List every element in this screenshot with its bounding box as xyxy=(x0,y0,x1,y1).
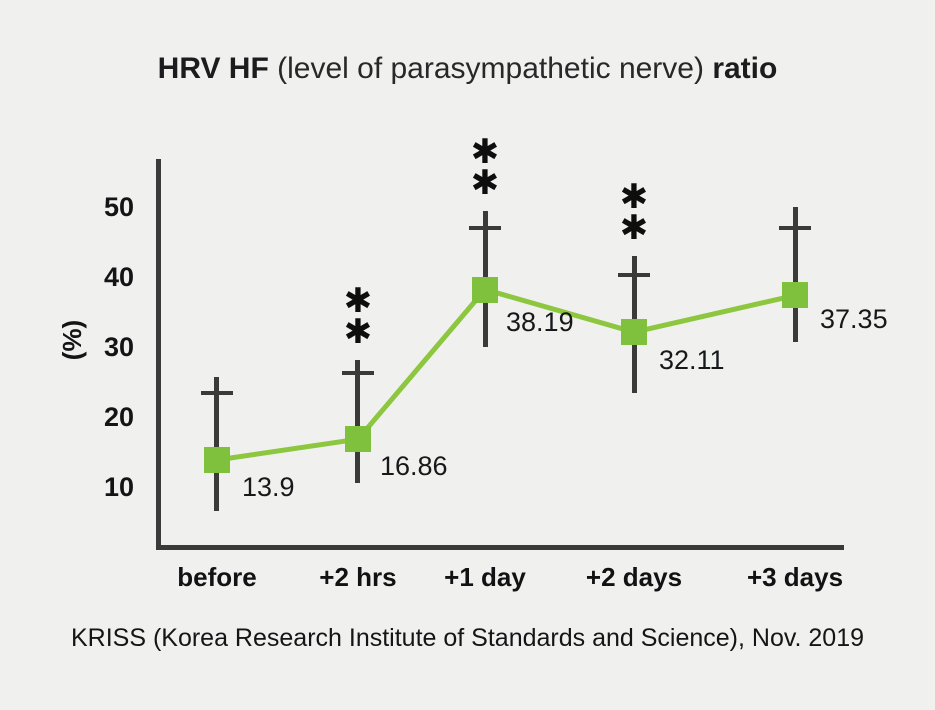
asterisk-icon: ✱ xyxy=(619,208,649,247)
value-label: 38.19 xyxy=(506,306,574,337)
asterisk-icon: ✱ xyxy=(619,177,649,216)
x-axis-label: +1 day xyxy=(444,562,526,592)
error-bar-cap xyxy=(779,225,812,230)
error-bar-line xyxy=(214,377,220,512)
error-bar-line xyxy=(355,359,361,484)
significance-marks: ✱ ✱ xyxy=(460,132,510,202)
x-axis-label: before xyxy=(177,562,257,592)
data-point-marker xyxy=(472,276,499,303)
value-label: 16.86 xyxy=(379,451,448,482)
source-caption: KRISS (Korea Research Institute of Stand… xyxy=(70,624,865,652)
x-axis-line xyxy=(156,545,844,550)
x-axis-label: +3 days xyxy=(746,562,844,592)
asterisk-icon: ✱ xyxy=(470,132,500,171)
data-point-marker xyxy=(621,319,647,346)
error-bar-cap xyxy=(200,390,233,395)
error-bar-cap xyxy=(469,226,502,231)
y-tick-label: 20 xyxy=(103,402,134,433)
y-tick-label: 10 xyxy=(103,472,134,503)
chart-title: HRV HF (level of parasympathetic nerve) … xyxy=(0,50,935,88)
value-label: 37.35 xyxy=(820,304,888,335)
significance-marks: ✱ ✱ xyxy=(333,281,383,351)
significance-marks: ✱ ✱ xyxy=(609,177,659,247)
y-axis-line xyxy=(156,159,161,550)
y-tick-label: 40 xyxy=(103,261,134,292)
error-bar-cap xyxy=(618,273,650,278)
y-tick-label: 50 xyxy=(103,191,134,222)
data-point-marker xyxy=(344,426,371,453)
x-axis-label: +2 hrs xyxy=(319,562,397,592)
error-bar-line xyxy=(792,207,798,343)
asterisk-icon: ✱ xyxy=(343,281,373,320)
error-bar-cap xyxy=(341,370,374,375)
chart-title-bold-tail: ratio xyxy=(712,52,778,85)
x-axis-label: +2 days xyxy=(585,562,683,592)
chart-title-bold-lead: HRV HF xyxy=(157,52,269,85)
y-tick-label: 30 xyxy=(103,331,134,362)
data-point-marker xyxy=(203,446,230,473)
asterisk-icon: ✱ xyxy=(343,312,373,351)
asterisk-icon: ✱ xyxy=(470,163,500,202)
value-label: 13.9 xyxy=(241,471,295,502)
data-point-marker xyxy=(782,282,809,309)
value-label: 32.11 xyxy=(659,345,725,376)
chart-title-subtext: (level of parasympathetic nerve) xyxy=(268,52,713,85)
